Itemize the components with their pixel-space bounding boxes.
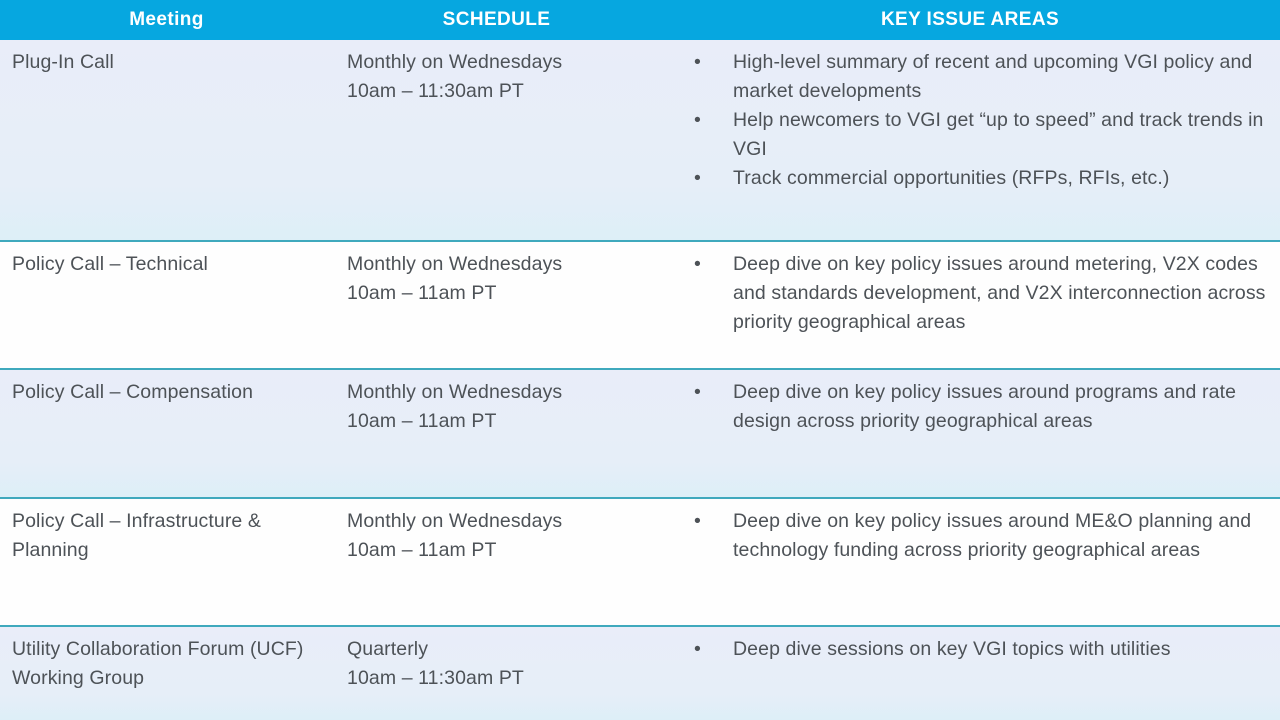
meeting-cell: Policy Call – Technical [12,253,208,275]
table-header: Meeting SCHEDULE KEY ISSUE AREAS [0,0,1280,40]
bullet-icon: • [694,638,701,660]
bullet-icon: • [694,510,701,532]
meeting-cell: Policy Call – Compensation [12,381,254,403]
meeting-cell: Utility Collaboration Forum (UCF) Workin… [12,638,304,689]
bullet-icon: • [694,253,701,275]
key-issues-cell: • Deep dive on key policy issues around M… [660,499,1280,625]
schedule-line: Monthly on Wednesdays [347,381,563,403]
schedule-cell: Monthly on Wednesdays 10am – 11am PT [333,242,660,368]
table-row: Utility Collaboration Forum (UCF) Workin… [0,625,1280,720]
column-header-key-issue-areas: KEY ISSUE AREAS [880,9,1060,30]
key-issues-cell: • Deep dive on key policy issues around p… [660,370,1280,497]
table-body: Plug-In Call Monthly on Wednesdays 10am – … [0,40,1280,720]
issue-item: • High-level summary of recent and upcomi… [660,48,1280,106]
column-header-schedule: SCHEDULE [442,9,551,30]
issue-text: Deep dive on key policy issues around ME… [733,510,1252,561]
meeting-cell: Plug-In Call [12,51,114,73]
issue-item: • Help newcomers to VGI get “up to speed”… [660,106,1280,164]
schedule-line: 10am – 11:30am PT [347,80,524,102]
schedule-line: Monthly on Wednesdays [347,253,563,275]
bullet-icon: • [694,51,701,73]
schedule-cell: Monthly on Wednesdays 10am – 11am PT [333,499,660,625]
schedule-cell: Monthly on Wednesdays 10am – 11:30am PT [333,40,660,240]
schedule-cell: Monthly on Wednesdays 10am – 11am PT [333,370,660,497]
issue-text: Deep dive sessions on key VGI topics wit… [733,638,1171,660]
issue-text: Deep dive on key policy issues around me… [733,253,1266,333]
schedule-line: Monthly on Wednesdays [347,510,563,532]
issue-text: Help newcomers to VGI get “up to speed” … [733,109,1264,160]
key-issues-cell: • Deep dive sessions on key VGI topics wi… [660,627,1280,720]
table-row: Policy Call – Infrastructure & Planning M… [0,497,1280,625]
issue-item: • Deep dive on key policy issues around p… [660,378,1280,436]
key-issues-list: • Deep dive on key policy issues around p… [660,378,1280,436]
issue-text: High-level summary of recent and upcomin… [733,51,1253,102]
schedule-line: 10am – 11am PT [347,539,497,561]
issue-text: Track commercial opportunities (RFPs, RF… [733,167,1170,189]
schedule-line: 10am – 11am PT [347,410,497,432]
table-row: Policy Call – Technical Monthly on Wednes… [0,240,1280,368]
column-header-meeting: Meeting [129,9,204,30]
issue-item: • Deep dive on key policy issues around M… [660,507,1280,565]
schedule-line: Quarterly [347,638,429,660]
key-issues-list: • Deep dive sessions on key VGI topics wi… [660,635,1280,664]
bullet-icon: • [694,109,701,131]
table-row: Policy Call – Compensation Monthly on Wed… [0,368,1280,497]
schedule-line: 10am – 11am PT [347,282,497,304]
schedule-cell: Quarterly 10am – 11:30am PT [333,627,660,720]
schedule-line: Monthly on Wednesdays [347,51,563,73]
issue-item: • Deep dive on key policy issues around m… [660,250,1280,337]
table-row: Plug-In Call Monthly on Wednesdays 10am – … [0,40,1280,240]
bullet-icon: • [694,381,701,403]
schedule-line: 10am – 11:30am PT [347,667,524,689]
issue-item: • Deep dive sessions on key VGI topics wi… [660,635,1280,664]
key-issues-list: • Deep dive on key policy issues around m… [660,250,1280,337]
key-issues-cell: • Deep dive on key policy issues around m… [660,242,1280,368]
issue-text: Deep dive on key policy issues around pr… [733,381,1237,432]
key-issues-list: • Deep dive on key policy issues around M… [660,507,1280,565]
issue-item: • Track commercial opportunities (RFPs, R… [660,164,1280,193]
key-issues-cell: • High-level summary of recent and upcomi… [660,40,1280,240]
meeting-cell: Policy Call – Infrastructure & Planning [12,510,262,561]
bullet-icon: • [694,167,701,189]
key-issues-list: • High-level summary of recent and upcomi… [660,48,1280,193]
